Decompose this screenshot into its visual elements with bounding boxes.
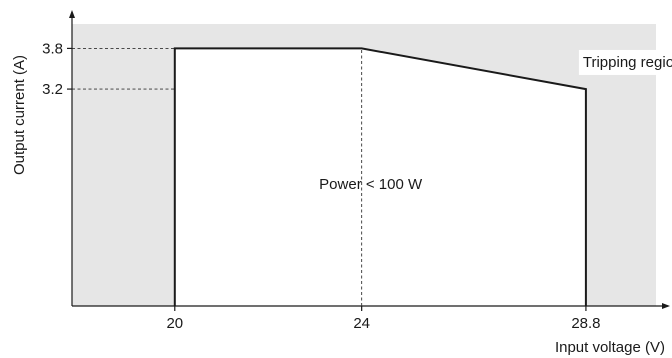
power-annotation: Power < 100 W (319, 176, 423, 193)
x-ticks (174, 306, 587, 311)
x-tick-label: 28.8 (571, 315, 600, 332)
y-tick-label: 3.2 (42, 81, 63, 98)
x-axis-label: Input voltage (V) (555, 339, 665, 356)
region-label-background (578, 49, 672, 75)
y-axis-label: Output current (A) (11, 55, 28, 175)
x-tick-label: 24 (353, 315, 370, 332)
y-tick-labels: 3.8 3.2 (42, 40, 63, 98)
y-axis-arrowhead-icon (69, 10, 75, 18)
x-tick-label: 20 (166, 315, 183, 332)
operating-region (173, 47, 587, 306)
x-tick-labels: 20 24 28.8 (166, 315, 600, 332)
y-tick-label: 3.8 (42, 40, 63, 57)
x-axis-arrowhead-icon (662, 303, 670, 309)
tripping-region-label: Tripping region (583, 54, 672, 71)
y-ticks (67, 47, 72, 90)
